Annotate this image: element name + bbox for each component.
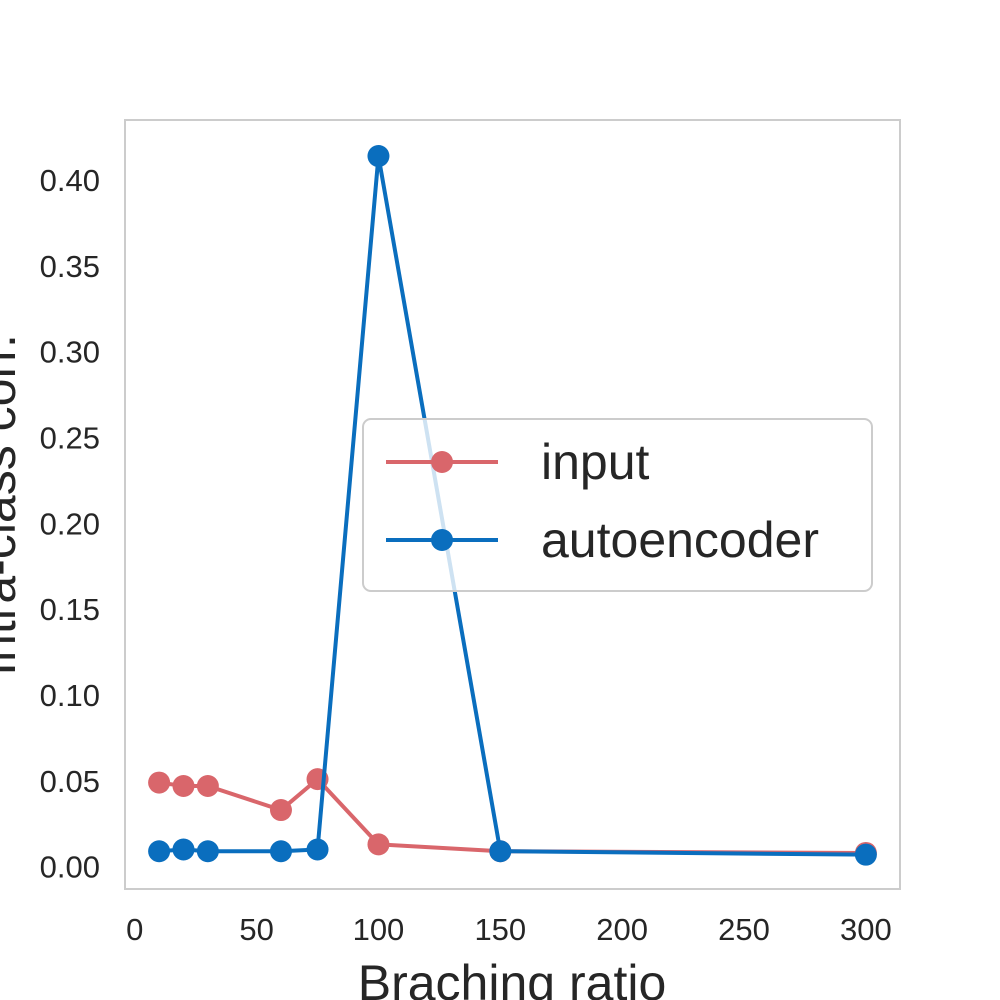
data-point-autoencoder <box>854 843 877 866</box>
x-tick-label: 0 <box>126 912 143 947</box>
data-point-autoencoder <box>489 840 512 863</box>
y-tick-label: 0.30 <box>40 335 100 370</box>
data-point-input <box>269 799 292 822</box>
series-layer <box>148 145 877 866</box>
legend-label-input: input <box>541 434 650 490</box>
data-point-input <box>172 775 195 798</box>
x-tick-label: 100 <box>353 912 405 947</box>
x-tick-label: 250 <box>718 912 770 947</box>
legend-marker-input <box>431 451 453 473</box>
y-tick-label: 0.25 <box>40 421 100 456</box>
x-tick-label: 300 <box>840 912 892 947</box>
y-tick-label: 0.15 <box>40 592 100 627</box>
x-tick-label: 200 <box>596 912 648 947</box>
data-point-autoencoder <box>196 840 219 863</box>
data-point-input <box>367 833 390 856</box>
y-tick-label: 0.40 <box>40 163 100 198</box>
x-tick-labels: 0 50 100 150 200 250 300 <box>126 912 892 947</box>
y-tick-label: 0.20 <box>40 506 100 541</box>
y-tick-labels: 0.00 0.05 0.10 0.15 0.20 0.25 0.30 0.35 0.40 <box>40 163 100 885</box>
y-tick-label: 0.10 <box>40 678 100 713</box>
legend: input autoencoder <box>362 418 873 592</box>
x-tick-label: 50 <box>239 912 273 947</box>
data-point-autoencoder <box>269 840 292 863</box>
data-point-input <box>148 771 171 794</box>
y-tick-label: 0.35 <box>40 249 100 284</box>
legend-marker-autoencoder <box>431 529 453 551</box>
y-axis-title: Intra-class corr. <box>0 334 26 676</box>
y-tick-label: 0.05 <box>40 764 100 799</box>
data-point-input <box>196 775 219 798</box>
data-point-autoencoder <box>172 838 195 861</box>
data-point-autoencoder <box>367 145 390 168</box>
data-point-autoencoder <box>306 838 329 861</box>
y-tick-label: 0.00 <box>40 850 100 885</box>
data-point-autoencoder <box>148 840 171 863</box>
x-axis-title: Braching ratio <box>358 955 667 1000</box>
x-tick-label: 150 <box>474 912 526 947</box>
legend-label-autoencoder: autoencoder <box>541 512 819 568</box>
